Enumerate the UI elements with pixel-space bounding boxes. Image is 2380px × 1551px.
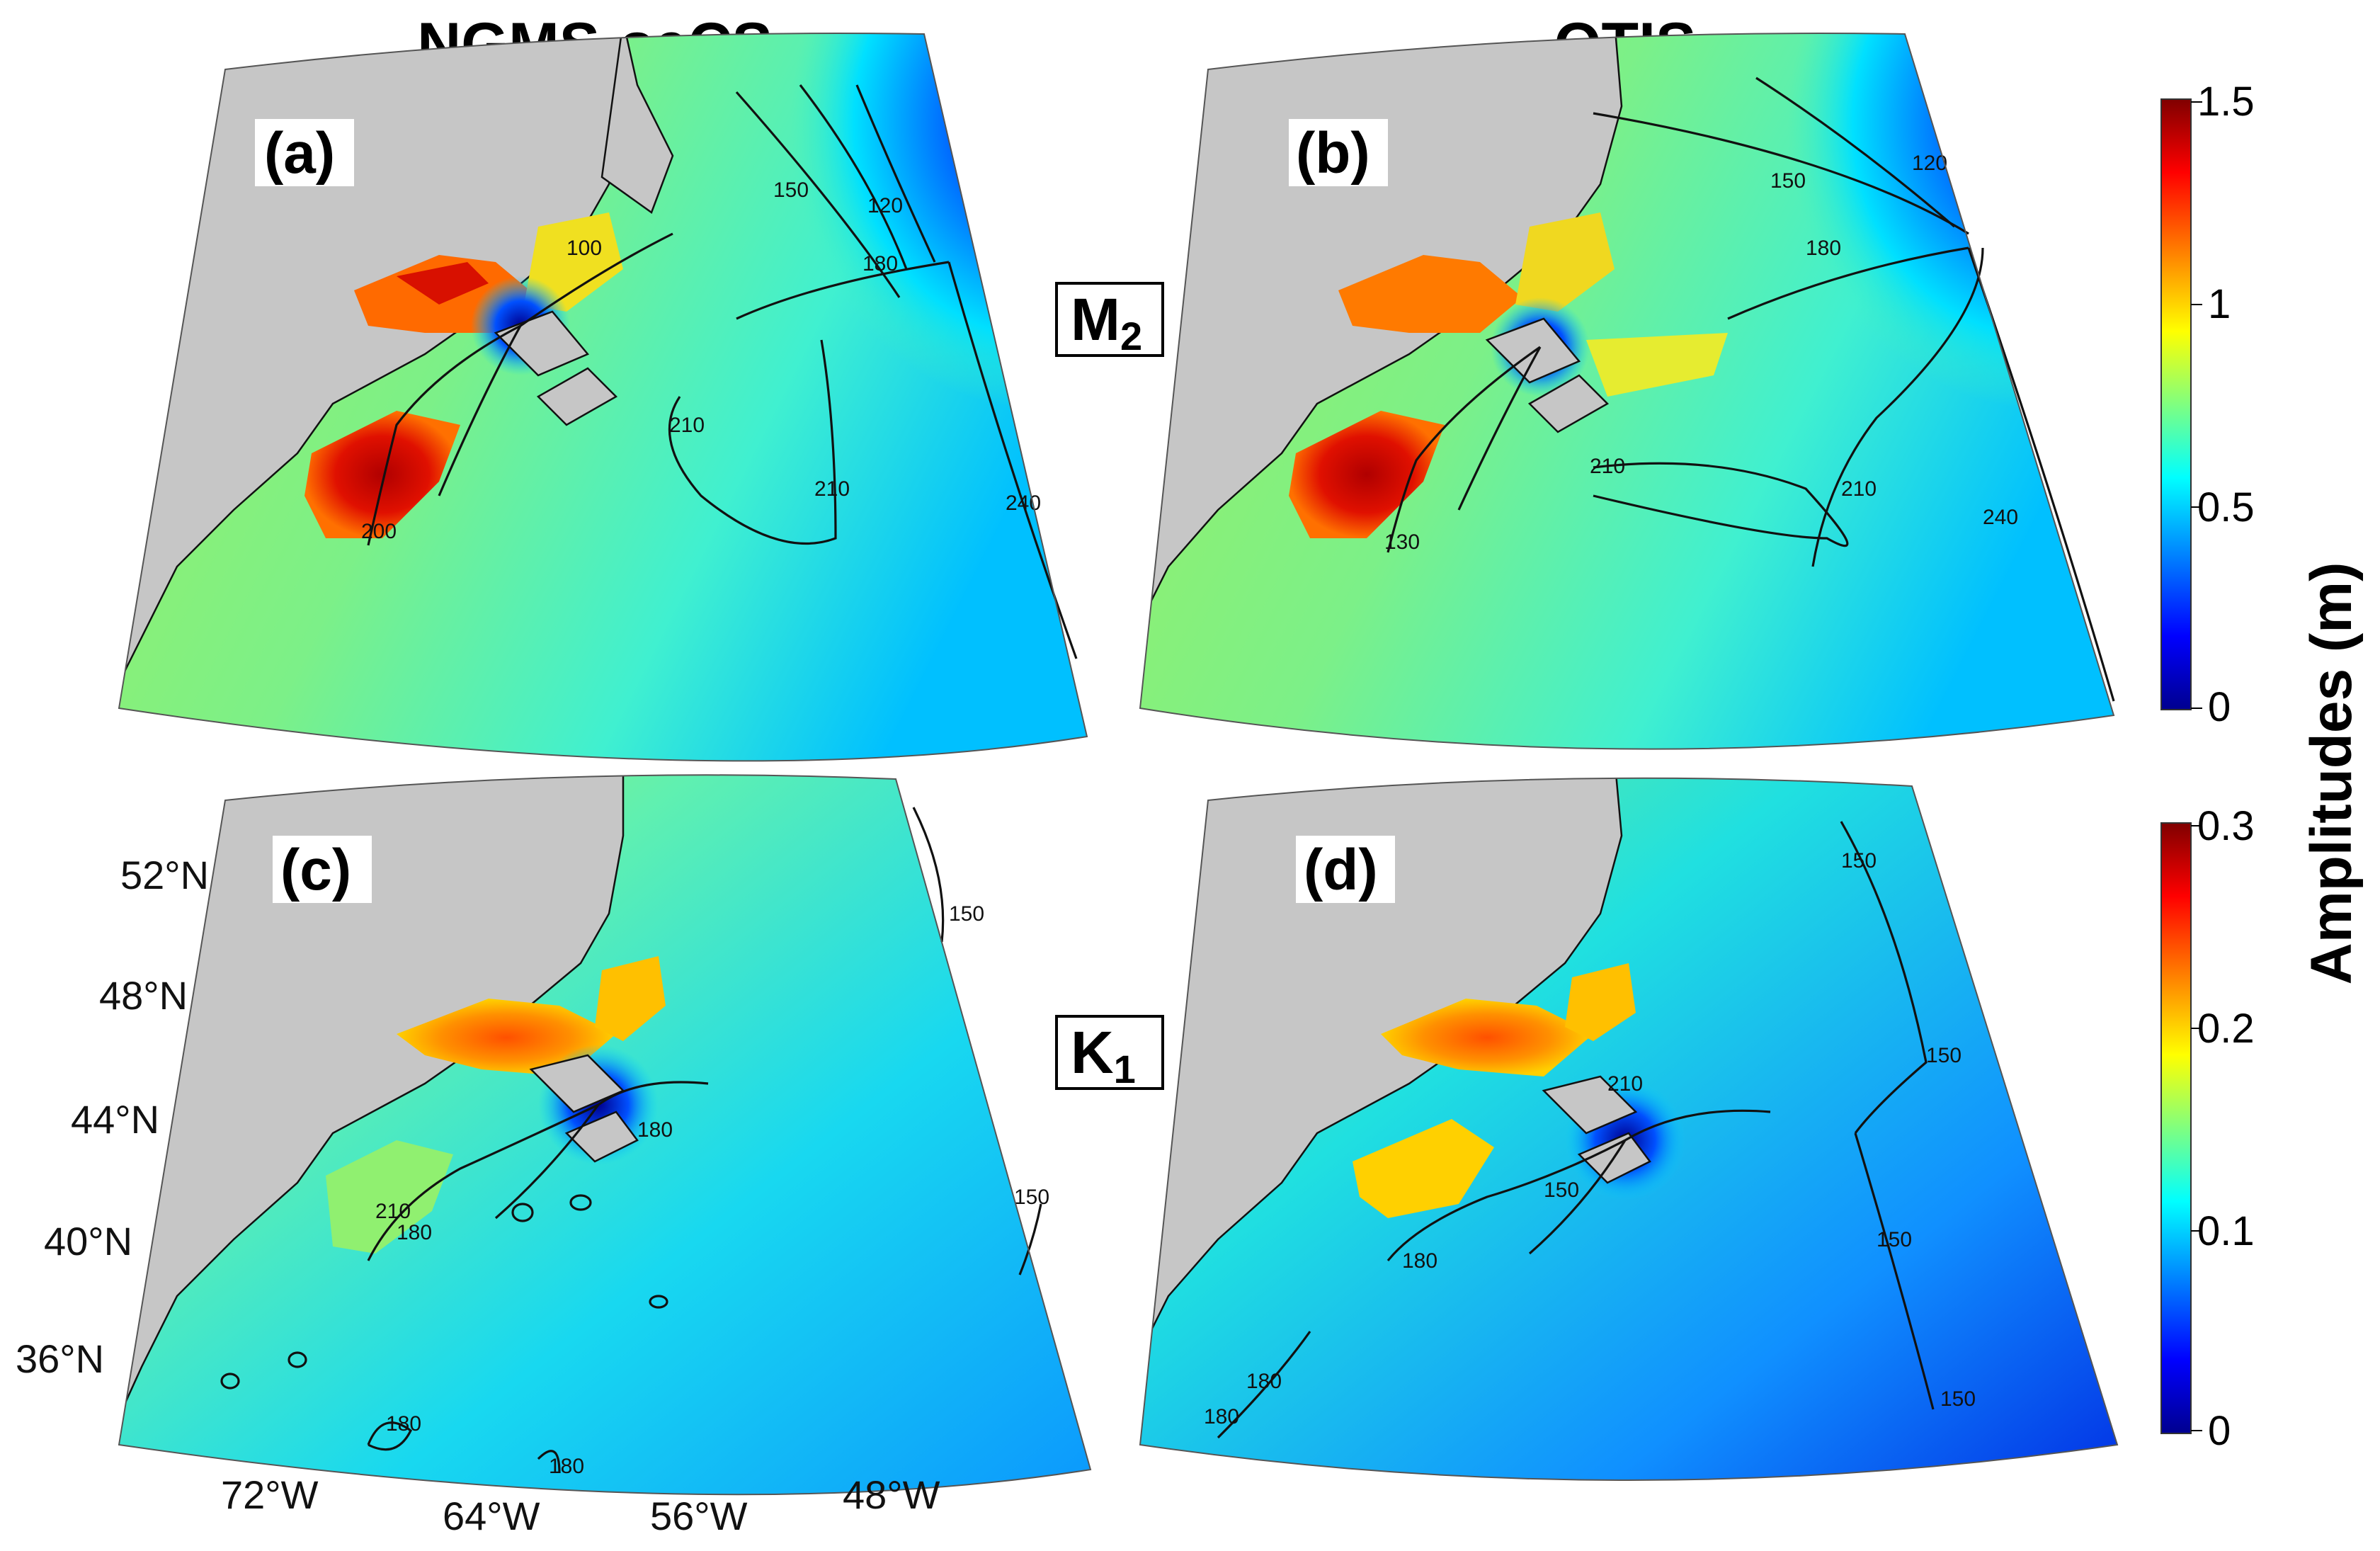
colorbar-tick: 0.3 [2197, 803, 2255, 849]
latitude-tick: 52°N [120, 853, 209, 897]
panel-b-contours [1387, 76, 2115, 702]
colorbar-k1: 0.3 0.2 0.1 0 [2160, 803, 2255, 1454]
contour-label: 130 [1384, 530, 1420, 554]
contour-label: 240 [1983, 506, 2018, 529]
contour-label: 150 [773, 178, 809, 202]
contour-label: 180 [386, 1412, 421, 1436]
constituent-sub: 2 [1120, 314, 1142, 358]
colorbar-tick: 0 [2208, 684, 2231, 730]
contour-label: 210 [1607, 1072, 1643, 1096]
longitude-tick: 48°W [843, 1472, 940, 1517]
panel-a-contours [367, 84, 1078, 659]
contour-label: 210 [1590, 455, 1625, 478]
longitude-tick: 64°W [443, 1494, 540, 1538]
constituent-box-k1: K1 [1055, 1015, 1164, 1091]
panel-c-contours [220, 807, 1042, 1474]
panel-label-b: (b) [1296, 121, 1370, 186]
contour-label: 210 [669, 414, 705, 437]
latitude-tick: 40°N [44, 1219, 132, 1263]
contour-label: 150 [1841, 849, 1877, 873]
contour-label: 150 [1770, 169, 1806, 193]
colorbar-tick: 1.5 [2197, 79, 2255, 125]
contour-label: 180 [1204, 1405, 1239, 1428]
panel-b-map: 150 180 120 210 210 240 130 (b) [1139, 33, 2115, 750]
constituent-base: K [1071, 1019, 1114, 1086]
contour-label: 180 [1806, 237, 1841, 260]
contour-label: 150 [949, 902, 984, 926]
constituent-base: M [1071, 286, 1120, 353]
constituent-sub: 1 [1114, 1047, 1136, 1091]
colorbar-m2: 1.5 1 0.5 0 [2160, 79, 2255, 730]
colorbar-tick: 0.5 [2197, 484, 2255, 530]
panel-c-map: 180 180 210 150 150 180 180 (c) [118, 774, 1092, 1496]
colorbar-tick: 0 [2208, 1408, 2231, 1454]
longitude-tick: 72°W [221, 1472, 319, 1517]
contour-label: 150 [1877, 1228, 1912, 1251]
panel-d-contours [1217, 821, 1935, 1439]
contour-label: 210 [814, 477, 850, 501]
colorbar-label: Amplitudes (m) [2299, 562, 2364, 985]
colorbar-tick: 0.1 [2197, 1208, 2255, 1254]
colorbar-tick: 1 [2208, 281, 2231, 327]
contour-label: 150 [1940, 1387, 1976, 1411]
contour-label: 100 [566, 237, 602, 260]
contour-label: 180 [1402, 1249, 1437, 1273]
panel-label-c: (c) [280, 838, 351, 902]
colorbar-tick: 0.2 [2197, 1006, 2255, 1052]
contour-label: 180 [862, 252, 898, 275]
contour-label: 200 [361, 520, 397, 543]
latitude-tick: 36°N [16, 1336, 104, 1381]
longitude-tick: 56°W [650, 1494, 748, 1538]
contour-label: 120 [867, 194, 903, 217]
contour-label: 210 [375, 1200, 411, 1223]
latitude-tick: 44°N [71, 1097, 159, 1142]
contour-label: 210 [1841, 477, 1877, 501]
panel-a-map: 150 120 180 210 210 240 100 200 (a) [118, 33, 1088, 762]
contour-label: 240 [1006, 492, 1041, 515]
constituent-box-m2: M2 [1055, 282, 1164, 358]
panel-label-d: (d) [1304, 838, 1378, 902]
latitude-tick: 48°N [99, 973, 188, 1018]
contour-label: 150 [1014, 1186, 1049, 1209]
contour-label: 180 [549, 1455, 584, 1478]
svg-text:M2: M2 [1071, 286, 1142, 358]
panel-label-a: (a) [264, 121, 335, 186]
svg-text:K1: K1 [1071, 1019, 1136, 1091]
contour-label: 150 [1544, 1178, 1579, 1202]
panel-d-map: 210 150 180 150 150 150 150 180 180 (d) [1139, 777, 2119, 1481]
contour-label: 150 [1926, 1044, 1961, 1067]
contour-label: 180 [637, 1118, 673, 1142]
contour-label: 180 [1246, 1370, 1282, 1393]
contour-label: 180 [397, 1221, 432, 1244]
